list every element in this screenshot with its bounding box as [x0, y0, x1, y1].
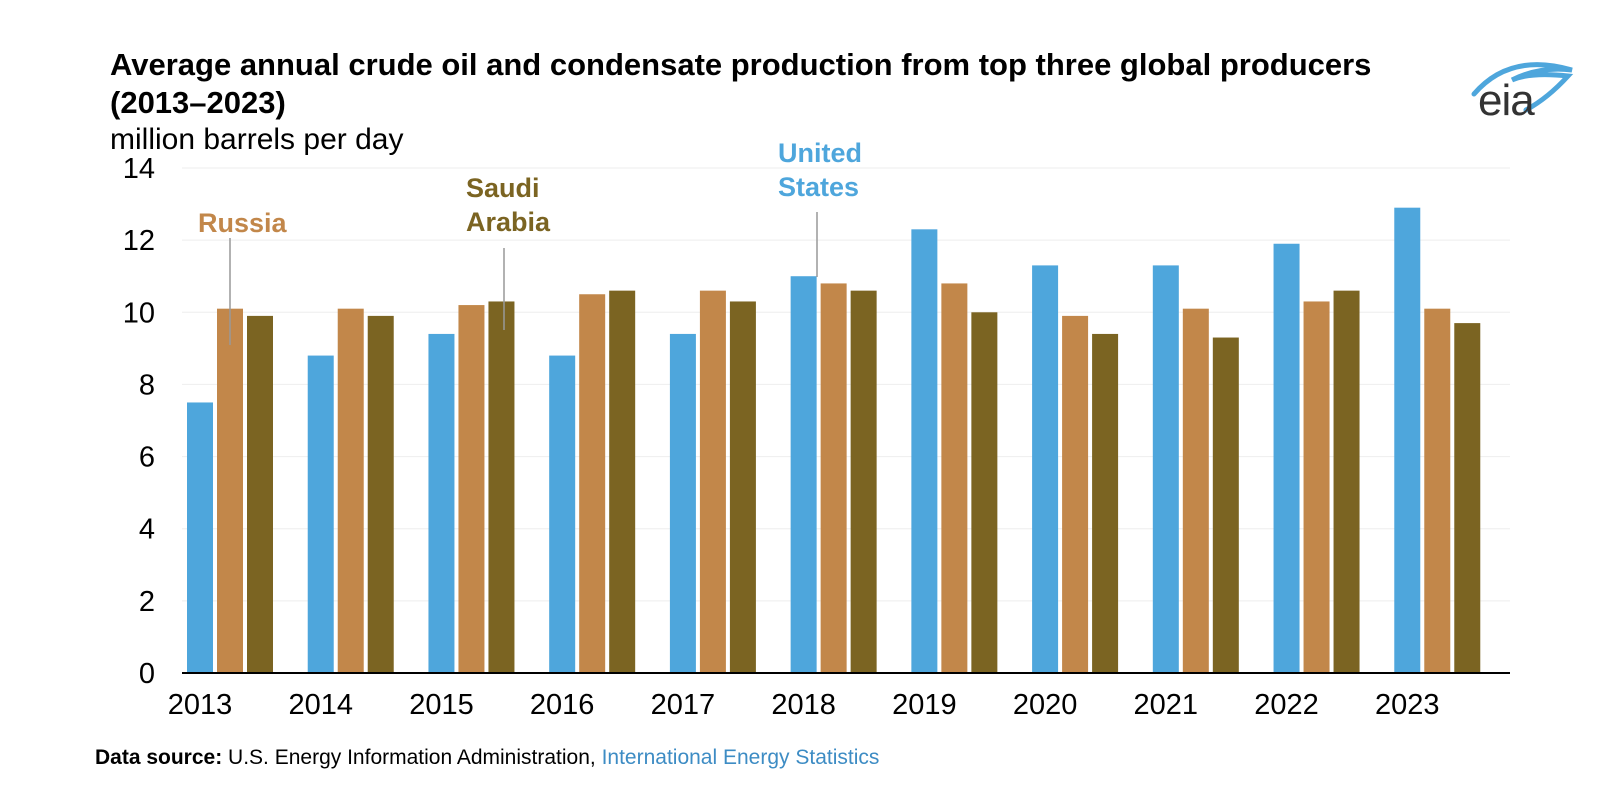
x-tick-label: 2016 [530, 689, 595, 721]
x-tick-label: 2021 [1134, 689, 1199, 721]
y-tick-label: 12 [123, 225, 155, 257]
y-tick-label: 14 [123, 153, 155, 185]
bar-saudi-arabia-2018 [850, 290, 877, 673]
y-tick-label: 0 [139, 658, 155, 690]
bar-united-states-2023 [1394, 207, 1421, 673]
bar-russia-2016 [579, 294, 606, 673]
bar-russia-2023 [1424, 308, 1451, 673]
data-source-label: Data source: [95, 746, 223, 769]
bar-united-states-2020 [1032, 265, 1059, 673]
x-tick-label: 2019 [892, 689, 957, 721]
bar-saudi-arabia-2019 [971, 312, 998, 673]
bar-saudi-arabia-2015 [488, 301, 515, 673]
data-source-note: Data source: U.S. Energy Information Adm… [95, 746, 879, 770]
bar-united-states-2016 [549, 355, 576, 673]
bar-united-states-2017 [669, 333, 696, 673]
bar-russia-2014 [337, 308, 364, 673]
x-tick-label: 2018 [771, 689, 836, 721]
series-label-saudi-arabia: Saudi [466, 173, 540, 203]
bar-saudi-arabia-2017 [729, 301, 756, 673]
bar-russia-2022 [1303, 301, 1330, 673]
series-label-united-states: States [778, 172, 859, 202]
y-tick-label: 4 [139, 514, 155, 546]
bar-russia-2020 [1062, 315, 1089, 673]
y-tick-label: 2 [139, 586, 155, 618]
bar-russia-2015 [458, 305, 485, 673]
bar-saudi-arabia-2023 [1454, 323, 1481, 673]
series-label-russia: Russia [198, 208, 288, 238]
bar-united-states-2021 [1152, 265, 1179, 673]
bar-united-states-2015 [428, 333, 455, 673]
bar-saudi-arabia-2022 [1333, 290, 1360, 673]
chart-title: Average annual crude oil and condensate … [110, 47, 1372, 120]
eia-logo-arc [1471, 62, 1574, 113]
x-tick-label: 2023 [1375, 689, 1440, 721]
y-axis-unit-label: million barrels per day [110, 123, 404, 156]
x-tick-label: 2014 [288, 689, 353, 721]
bar-united-states-2019 [911, 229, 938, 674]
series-label-saudi-arabia: Arabia [466, 207, 551, 237]
bar-united-states-2013 [187, 402, 213, 673]
bar-united-states-2014 [307, 355, 334, 673]
x-tick-label: 2020 [1013, 689, 1078, 721]
y-tick-label: 6 [139, 442, 155, 474]
bar-united-states-2018 [790, 276, 817, 673]
data-source-text: U.S. Energy Information Administration, [222, 746, 602, 769]
bar-saudi-arabia-2020 [1092, 333, 1119, 673]
bar-russia-2018 [820, 283, 847, 673]
data-source-link[interactable]: International Energy Statistics [601, 746, 880, 769]
y-tick-label: 8 [139, 369, 155, 401]
bar-russia-2013 [217, 308, 243, 673]
x-tick-label: 2022 [1254, 689, 1319, 721]
bar-saudi-arabia-2021 [1212, 337, 1239, 673]
bar-russia-2017 [699, 290, 726, 673]
x-tick-label: 2015 [409, 689, 474, 721]
series-label-united-states: United [778, 138, 862, 168]
bar-saudi-arabia-2013 [247, 315, 273, 673]
bar-russia-2021 [1182, 308, 1209, 673]
y-tick-label: 10 [123, 297, 155, 329]
bar-saudi-arabia-2016 [609, 290, 636, 673]
x-tick-label: 2013 [168, 689, 233, 721]
bar-united-states-2022 [1273, 243, 1300, 673]
bar-saudi-arabia-2014 [367, 315, 394, 673]
eia-logo-text: eia [1478, 76, 1535, 125]
bar-russia-2019 [941, 283, 968, 673]
x-tick-label: 2017 [651, 689, 716, 721]
